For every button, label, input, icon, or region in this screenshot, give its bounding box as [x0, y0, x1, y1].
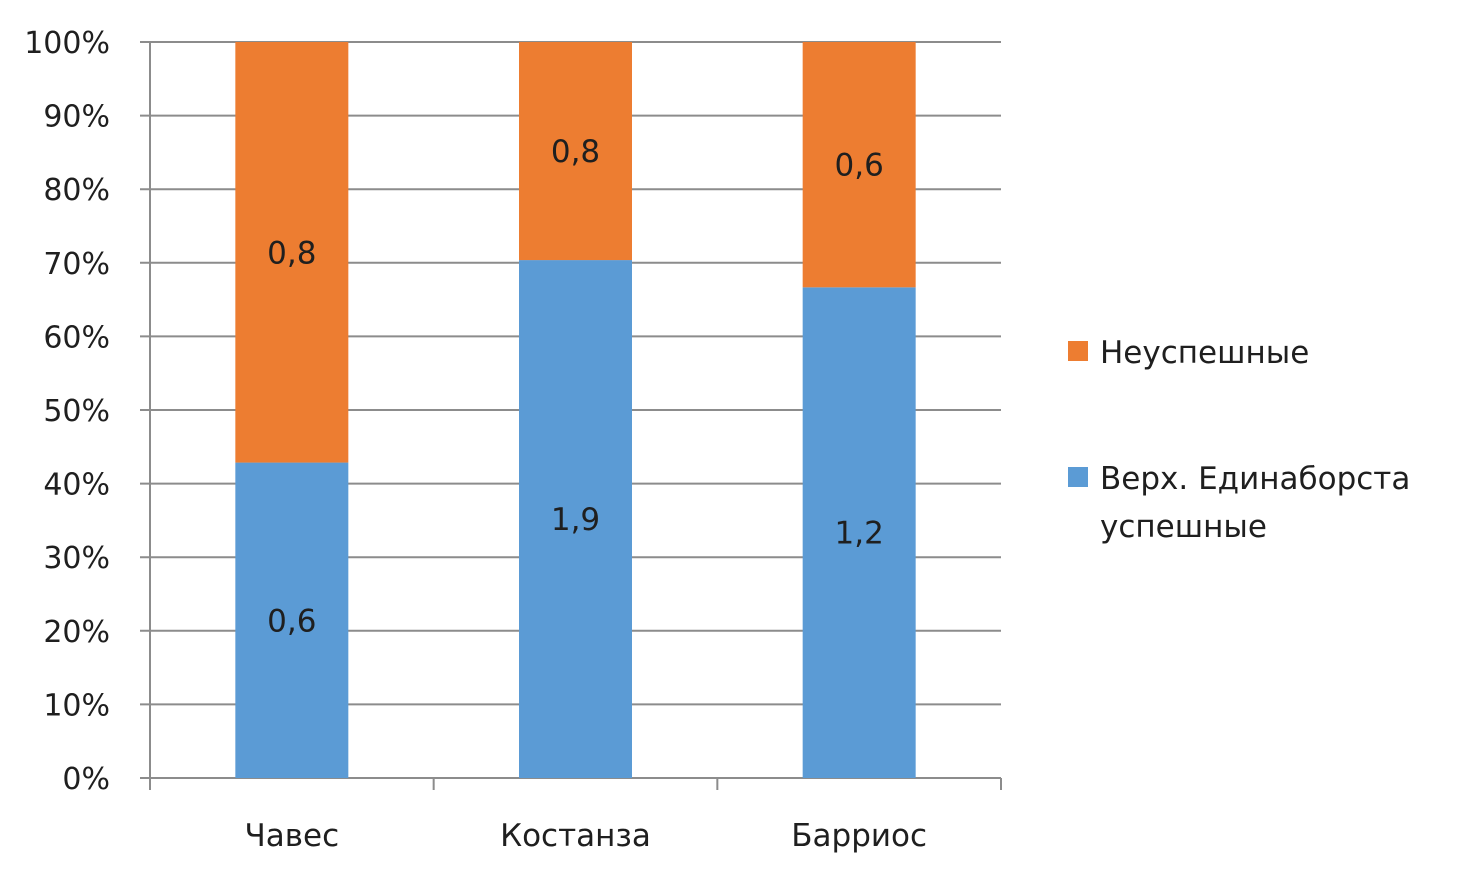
bar-segment-fail-1 — [519, 42, 632, 261]
legend-label: Неуспешные — [1100, 335, 1309, 371]
y-tick-label: 40% — [43, 468, 110, 503]
legend-swatch — [1068, 467, 1088, 487]
data-label: 0,8 — [551, 134, 600, 170]
y-tick-label: 90% — [43, 100, 110, 135]
y-tick-label: 0% — [62, 762, 110, 797]
y-tick-label: 30% — [43, 541, 110, 576]
y-tick-label: 50% — [43, 394, 110, 429]
bar-segment-success-2 — [802, 287, 916, 778]
bars — [235, 42, 916, 778]
axes: 0% 10% 20% 30% 40% 50% 60% 70% 80% 90% 100% Чавес Ко… — [24, 26, 1002, 854]
data-label: 1,2 — [835, 516, 884, 552]
legend-swatch — [1068, 341, 1088, 361]
y-tick-label: 60% — [43, 320, 110, 355]
y-tick-label: 10% — [43, 688, 110, 723]
bar-segment-success-1 — [519, 260, 632, 778]
bar-segment-fail-0 — [235, 42, 349, 463]
data-label: 0,6 — [835, 148, 884, 184]
x-category-label: Костанза — [500, 818, 651, 854]
data-label: 0,6 — [267, 603, 316, 639]
y-tick-label: 80% — [43, 173, 110, 208]
bar-segment-success-0 — [235, 462, 349, 778]
y-tick-label: 20% — [43, 615, 110, 650]
legend-label: успешные — [1100, 509, 1267, 545]
y-tick-label: 100% — [24, 26, 110, 61]
legend-label: Верх. Единаборста — [1100, 461, 1410, 497]
bar-segment-fail-2 — [802, 42, 916, 288]
x-category-label: Барриос — [791, 818, 927, 854]
data-label: 0,8 — [267, 235, 316, 271]
legend: Неуспешные Верх. Единаборста успешные — [1068, 335, 1410, 545]
data-labels: 0,6 0,8 1,9 0,8 1,2 0,6 — [267, 134, 884, 639]
data-label: 1,9 — [551, 502, 600, 538]
y-tick-label: 70% — [43, 247, 110, 282]
x-category-label: Чавес — [245, 818, 340, 854]
